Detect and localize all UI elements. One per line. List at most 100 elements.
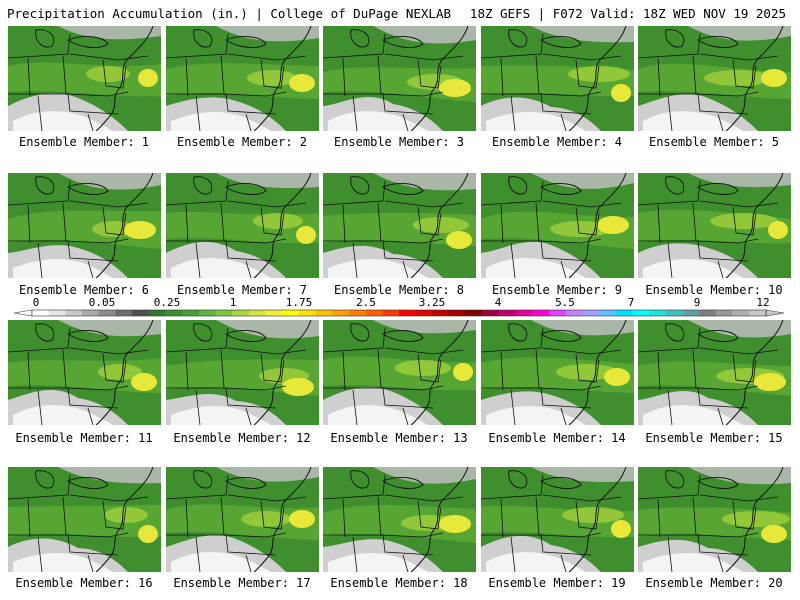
colorbar-swatch (198, 310, 216, 316)
colorbar-swatch (82, 310, 100, 316)
colorbar-swatch (365, 310, 383, 316)
ensemble-member-map (638, 173, 791, 278)
ensemble-member-label: Ensemble Member: 5 (648, 135, 780, 149)
ensemble-member-label: Ensemble Member: 3 (333, 135, 465, 149)
colorbar-swatch (232, 310, 250, 316)
colorbar-tick-label: 3.25 (419, 296, 446, 309)
ensemble-member-label: Ensemble Member: 12 (173, 431, 311, 445)
ensemble-member-map (166, 320, 319, 425)
colorbar-swatch (515, 310, 533, 316)
colorbar-tick-label: 4 (495, 296, 502, 309)
ensemble-member-map (323, 26, 476, 131)
colorbar-swatch (549, 310, 567, 316)
colorbar-tick-label: 0.25 (154, 296, 181, 309)
colorbar-swatch (499, 310, 517, 316)
ensemble-member-map (8, 320, 161, 425)
colorbar-swatch (32, 310, 49, 316)
colorbar-tick-label: 0 (33, 296, 40, 309)
ensemble-member-map (8, 173, 161, 278)
ensemble-member-map (8, 26, 161, 131)
colorbar-swatch (415, 310, 433, 316)
ensemble-member-label: Ensemble Member: 13 (330, 431, 468, 445)
ensemble-member-map (323, 320, 476, 425)
ensemble-member-map (481, 26, 634, 131)
model-valid-time: 18Z GEFS | F072 Valid: 18Z WED NOV 19 20… (469, 6, 786, 21)
map-title: Precipitation Accumulation (in.) | Colle… (7, 6, 452, 21)
colorbar-left-arrow (13, 309, 33, 317)
ensemble-member-map (638, 467, 791, 572)
colorbar-swatch (682, 310, 700, 316)
precipitation-colorbar: 0 0.05 0.25 1 1.75 2.5 3.25 4 5.5 7 9 12 (13, 296, 785, 317)
colorbar-swatch (332, 310, 350, 316)
ensemble-member-label: Ensemble Member: 11 (15, 431, 153, 445)
colorbar-swatch (98, 310, 116, 316)
colorbar-tick-label: 1.75 (286, 296, 313, 309)
colorbar-swatch (599, 310, 617, 316)
colorbar-swatch (532, 310, 550, 316)
colorbar-tick-label: 0.05 (89, 296, 116, 309)
colorbar-swatch (699, 310, 717, 316)
ensemble-member-map (323, 173, 476, 278)
ensemble-member-label: Ensemble Member: 2 (176, 135, 308, 149)
ensemble-member-label: Ensemble Member: 18 (330, 576, 468, 590)
colorbar-tick-label: 5.5 (555, 296, 575, 309)
ensemble-member-map (8, 467, 161, 572)
ensemble-member-label: Ensemble Member: 15 (645, 431, 783, 445)
colorbar-right-arrow (765, 309, 785, 317)
ensemble-member-map (166, 173, 319, 278)
colorbar-swatch (565, 310, 583, 316)
colorbar-swatch (265, 310, 283, 316)
colorbar-swatch (348, 310, 366, 316)
colorbar-swatch (132, 310, 150, 316)
colorbar-swatch (315, 310, 333, 316)
colorbar-tick-label: 7 (628, 296, 635, 309)
colorbar-tick-label: 2.5 (356, 296, 376, 309)
colorbar-swatch (615, 310, 633, 316)
ensemble-member-map (638, 320, 791, 425)
ensemble-member-label: Ensemble Member: 8 (333, 283, 465, 297)
ensemble-member-map (638, 26, 791, 131)
ensemble-member-label: Ensemble Member: 14 (488, 431, 626, 445)
colorbar-tick-label: 9 (694, 296, 701, 309)
ensemble-member-label: Ensemble Member: 9 (491, 283, 623, 297)
ensemble-member-label: Ensemble Member: 20 (645, 576, 783, 590)
colorbar-tick-label: 12 (756, 296, 769, 309)
ensemble-member-label: Ensemble Member: 19 (488, 576, 626, 590)
colorbar-swatch (148, 310, 166, 316)
colorbar-swatch (215, 310, 233, 316)
colorbar-swatch (48, 310, 66, 316)
colorbar-swatch (432, 310, 450, 316)
ensemble-member-label: Ensemble Member: 4 (491, 135, 623, 149)
colorbar-swatch (65, 310, 83, 316)
colorbar-swatch (282, 310, 300, 316)
ensemble-member-map (481, 173, 634, 278)
ensemble-member-map (166, 467, 319, 572)
colorbar-swatch (482, 310, 500, 316)
colorbar-swatch (449, 310, 467, 316)
ensemble-member-map (323, 467, 476, 572)
colorbar-swatch (165, 310, 183, 316)
colorbar-swatch (715, 310, 733, 316)
colorbar-swatch (732, 310, 750, 316)
colorbar-swatch (298, 310, 316, 316)
ensemble-member-label: Ensemble Member: 17 (173, 576, 311, 590)
colorbar-swatch (582, 310, 600, 316)
colorbar-swatch (399, 310, 416, 316)
colorbar-tick-label: 1 (230, 296, 237, 309)
colorbar-swatch (248, 310, 266, 316)
ensemble-member-map (481, 320, 634, 425)
ensemble-member-label: Ensemble Member: 6 (18, 283, 150, 297)
colorbar-swatch (182, 310, 200, 316)
colorbar-swatch (665, 310, 683, 316)
colorbar-swatch (632, 310, 650, 316)
ensemble-member-label: Ensemble Member: 16 (15, 576, 153, 590)
colorbar-swatch (749, 310, 767, 316)
colorbar-swatch (465, 310, 483, 316)
ensemble-member-map (481, 467, 634, 572)
ensemble-member-label: Ensemble Member: 1 (18, 135, 150, 149)
colorbar-swatch (115, 310, 133, 316)
ensemble-member-label: Ensemble Member: 10 (645, 283, 783, 297)
colorbar-swatch (649, 310, 667, 316)
colorbar-swatch (382, 310, 400, 316)
ensemble-member-label: Ensemble Member: 7 (176, 283, 308, 297)
